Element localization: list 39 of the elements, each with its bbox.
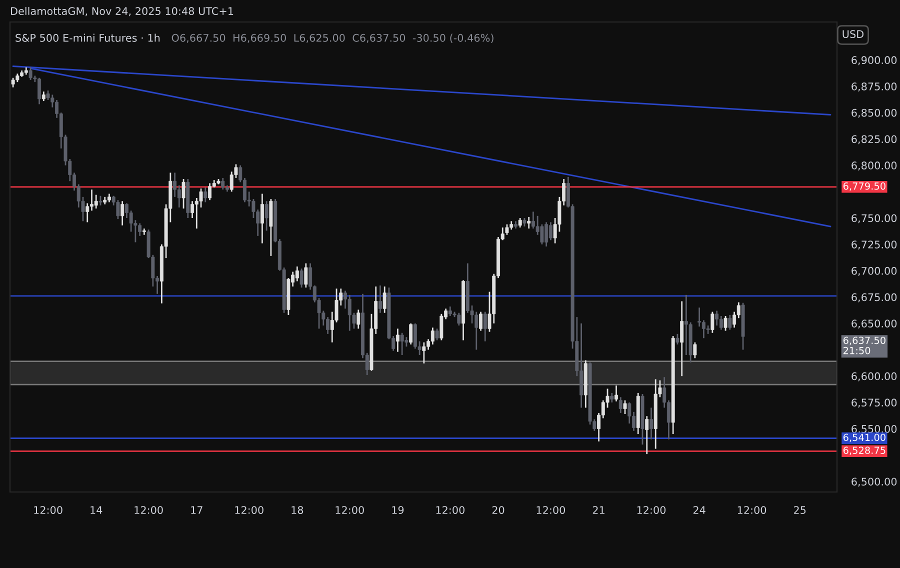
x-tick-label: 12:00 — [134, 506, 163, 514]
y-tick-label: 6,875.00 — [852, 82, 897, 92]
x-tick-label: 12:00 — [637, 506, 666, 514]
x-tick-label: 12:00 — [34, 506, 62, 514]
y-tick-label: 6,600.00 — [852, 372, 897, 382]
text: S&P 500 E-mini Futures · 1h — [16, 34, 160, 42]
text: USD — [842, 30, 864, 38]
ref-line-label: 6,779.50 — [843, 182, 886, 191]
x-tick-label: 24 — [693, 506, 706, 514]
x-tick-label: 14 — [90, 506, 102, 514]
x-tick-label: 19 — [392, 506, 404, 514]
y-tick-label: 6,550.00 — [852, 425, 897, 434]
text: 21:50 — [844, 346, 870, 354]
y-tick-label: 6,650.00 — [852, 320, 897, 329]
y-tick-label: 6,675.00 — [852, 293, 897, 302]
x-tick-label: 17 — [191, 506, 202, 514]
x-tick-label: 12:00 — [235, 506, 264, 514]
y-tick-label: 6,700.00 — [852, 266, 897, 276]
x-tick-label: 21 — [592, 506, 604, 514]
x-tick-label: 12:00 — [738, 506, 766, 514]
y-tick-label: 6,800.00 — [852, 162, 897, 170]
x-tick-label: 20 — [492, 506, 504, 514]
y-tick-label: 6,500.00 — [852, 478, 897, 487]
y-tick-label: 6,850.00 — [852, 108, 897, 118]
text: O6,667.50 H6,669.50 L6,625.00 C6,637.50 -30.50 (-0.46%) — [172, 34, 494, 44]
text: 6,637.50 — [843, 336, 886, 346]
x-tick-label: 12:00 — [336, 506, 364, 514]
x-tick-label: 18 — [292, 506, 304, 514]
x-tick-label: 12:00 — [436, 506, 464, 514]
ref-line-label: 6,541.00 — [843, 434, 886, 442]
ref-line-label: 6,528.75 — [843, 446, 886, 455]
y-tick-label: 6,900.00 — [852, 56, 897, 66]
text: DellamottaGM, Nov 24, 2025 10:48 UTC+1 — [11, 6, 234, 16]
y-tick-label: 6,825.00 — [852, 135, 897, 144]
x-tick-label: 25 — [794, 506, 806, 514]
y-tick-label: 6,750.00 — [852, 214, 897, 224]
y-tick-label: 6,575.00 — [852, 398, 897, 408]
x-tick-label: 12:00 — [536, 506, 566, 514]
y-tick-label: 6,725.00 — [852, 240, 897, 250]
